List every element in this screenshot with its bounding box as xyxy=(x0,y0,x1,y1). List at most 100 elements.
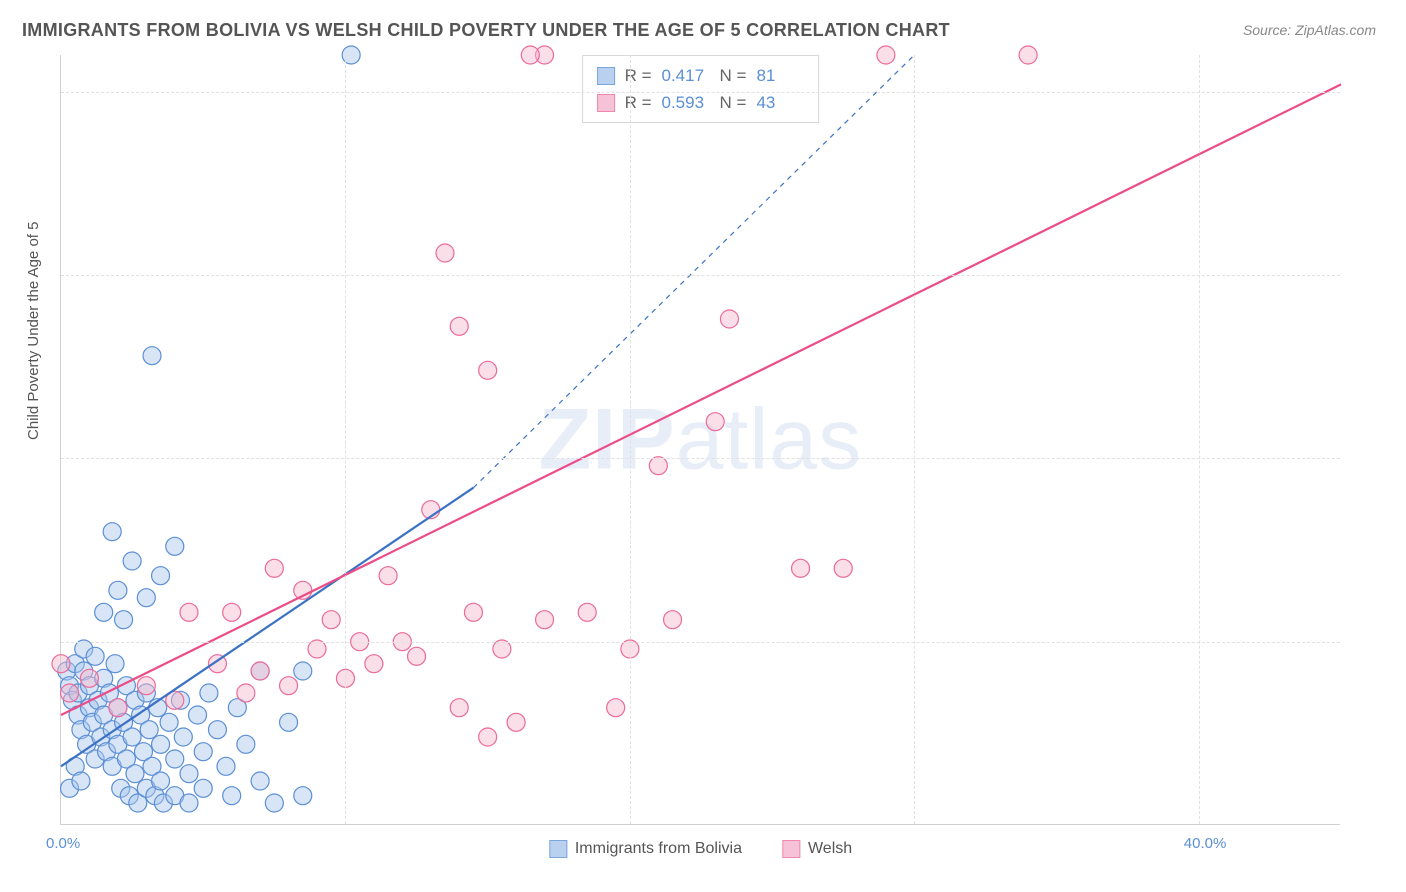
gridline-h xyxy=(61,92,1340,93)
data-point xyxy=(223,787,241,805)
data-point xyxy=(607,699,625,717)
gridline-h xyxy=(61,275,1340,276)
legend-swatch-1 xyxy=(549,840,567,858)
data-point xyxy=(208,721,226,739)
data-point xyxy=(706,413,724,431)
data-point xyxy=(479,361,497,379)
data-point xyxy=(322,611,340,629)
data-point xyxy=(152,735,170,753)
data-point xyxy=(95,603,113,621)
data-point xyxy=(265,794,283,812)
data-point xyxy=(664,611,682,629)
r-value-2: 0.593 xyxy=(662,89,710,116)
data-point xyxy=(251,772,269,790)
data-point xyxy=(86,647,104,665)
data-point xyxy=(137,589,155,607)
scatter-svg xyxy=(61,55,1340,824)
data-point xyxy=(536,611,554,629)
data-point xyxy=(294,662,312,680)
data-point xyxy=(479,728,497,746)
legend: Immigrants from Bolivia Welsh xyxy=(549,840,852,858)
x-tick-label: 0.0% xyxy=(46,835,80,852)
gridline-h xyxy=(61,458,1340,459)
legend-label-1: Immigrants from Bolivia xyxy=(575,840,742,858)
data-point xyxy=(237,684,255,702)
data-point xyxy=(194,779,212,797)
data-point xyxy=(180,765,198,783)
r-value-1: 0.417 xyxy=(662,62,710,89)
data-point xyxy=(280,677,298,695)
data-point xyxy=(450,317,468,335)
data-point xyxy=(493,640,511,658)
data-point xyxy=(834,559,852,577)
data-point xyxy=(251,662,269,680)
data-point xyxy=(379,567,397,585)
data-point xyxy=(80,669,98,687)
data-point xyxy=(217,757,235,775)
data-point xyxy=(877,46,895,64)
data-point xyxy=(194,743,212,761)
data-point xyxy=(649,457,667,475)
data-point xyxy=(52,655,70,673)
data-point xyxy=(450,699,468,717)
data-point xyxy=(464,603,482,621)
n-value-2: 43 xyxy=(756,89,804,116)
stats-row-series1: R = 0.417 N = 81 xyxy=(597,62,805,89)
trend-line xyxy=(61,84,1341,715)
data-point xyxy=(408,647,426,665)
data-point xyxy=(180,794,198,812)
data-point xyxy=(123,728,141,746)
legend-item-series2: Welsh xyxy=(782,840,852,858)
data-point xyxy=(160,713,178,731)
data-point xyxy=(436,244,454,262)
data-point xyxy=(720,310,738,328)
data-point xyxy=(200,684,218,702)
data-point xyxy=(265,559,283,577)
r-label-1: R = xyxy=(625,62,652,89)
n-label-1: N = xyxy=(720,62,747,89)
data-point xyxy=(1019,46,1037,64)
x-tick-label: 40.0% xyxy=(1184,835,1227,852)
data-point xyxy=(143,347,161,365)
data-point xyxy=(294,787,312,805)
source-label: Source: xyxy=(1243,22,1291,38)
data-point xyxy=(365,655,383,673)
data-point xyxy=(223,603,241,621)
data-point xyxy=(180,603,198,621)
data-point xyxy=(61,684,79,702)
source-name: ZipAtlas.com xyxy=(1295,22,1376,38)
data-point xyxy=(106,655,124,673)
legend-swatch-2 xyxy=(782,840,800,858)
r-label-2: R = xyxy=(625,89,652,116)
n-value-1: 81 xyxy=(756,62,804,89)
data-point xyxy=(189,706,207,724)
chart-plot-area: ZIPatlas R = 0.417 N = 81 R = 0.593 N = … xyxy=(60,55,1340,825)
swatch-series1 xyxy=(597,67,615,85)
data-point xyxy=(140,721,158,739)
source-attribution: Source: ZipAtlas.com xyxy=(1243,22,1376,38)
data-point xyxy=(166,750,184,768)
swatch-series2 xyxy=(597,94,615,112)
data-point xyxy=(578,603,596,621)
stats-box: R = 0.417 N = 81 R = 0.593 N = 43 xyxy=(582,55,820,123)
data-point xyxy=(280,713,298,731)
data-point xyxy=(521,46,539,64)
chart-title: IMMIGRANTS FROM BOLIVIA VS WELSH CHILD P… xyxy=(22,20,950,41)
data-point xyxy=(109,581,127,599)
data-point xyxy=(792,559,810,577)
data-point xyxy=(237,735,255,753)
stats-row-series2: R = 0.593 N = 43 xyxy=(597,89,805,116)
data-point xyxy=(126,765,144,783)
legend-item-series1: Immigrants from Bolivia xyxy=(549,840,742,858)
gridline-h xyxy=(61,642,1340,643)
n-label-2: N = xyxy=(720,89,747,116)
data-point xyxy=(115,611,133,629)
data-point xyxy=(166,537,184,555)
gridline-v xyxy=(1199,55,1200,824)
data-point xyxy=(137,677,155,695)
data-point xyxy=(103,523,121,541)
gridline-v xyxy=(914,55,915,824)
gridline-v xyxy=(345,55,346,824)
legend-label-2: Welsh xyxy=(808,840,852,858)
data-point xyxy=(507,713,525,731)
